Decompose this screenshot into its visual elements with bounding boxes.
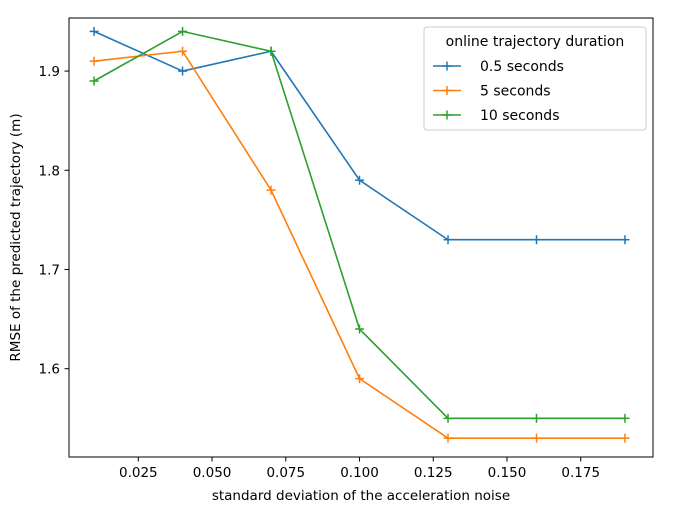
x-tick-label: 0.125 <box>414 465 453 481</box>
data-point-10-seconds <box>531 413 541 423</box>
data-point-0-5-seconds <box>620 235 630 245</box>
data-point-10-seconds <box>620 413 630 423</box>
data-point-10-seconds <box>443 413 453 423</box>
x-tick-label: 0.025 <box>119 465 158 481</box>
y-axis-label: RMSE of the predicted trajectory (m) <box>8 113 24 361</box>
data-point-10-seconds <box>178 26 188 36</box>
x-tick-label: 0.175 <box>561 465 600 481</box>
axis-ticks: 0.025 0.050 0.075 0.100 0.125 0.150 0.175 1.6 1.… <box>39 64 601 481</box>
data-point-0-5-seconds <box>89 26 99 36</box>
x-axis-label: standard deviation of the acceleration n… <box>212 488 510 504</box>
legend: online trajectory duration 0.5 seconds 5 … <box>423 26 647 131</box>
data-point-0-5-seconds <box>355 175 365 185</box>
legend-box <box>423 26 647 131</box>
y-tick-label: 1.9 <box>39 64 60 80</box>
data-point-0-5-seconds <box>178 66 188 76</box>
x-tick-label: 0.075 <box>266 465 305 481</box>
legend-entry-10-seconds: 10 seconds <box>433 108 560 124</box>
data-point-5-seconds <box>266 185 276 195</box>
y-tick-label: 1.7 <box>39 262 60 278</box>
data-point-5-seconds <box>620 433 630 443</box>
x-tick-label: 0.050 <box>193 465 232 481</box>
x-tick-label: 0.150 <box>488 465 527 481</box>
legend-title: online trajectory duration <box>446 34 625 50</box>
legend-entry-5-seconds: 5 seconds <box>433 84 551 100</box>
data-point-5-seconds <box>355 374 365 384</box>
data-point-0-5-seconds <box>531 235 541 245</box>
plot-frame <box>68 17 654 458</box>
legend-label: 0.5 seconds <box>480 59 564 75</box>
data-point-5-seconds <box>89 56 99 66</box>
legend-label: 10 seconds <box>480 108 560 124</box>
y-tick-label: 1.8 <box>39 163 60 179</box>
y-tick-label: 1.6 <box>39 362 60 378</box>
data-point-5-seconds <box>178 46 188 56</box>
data-point-10-seconds <box>266 46 276 56</box>
legend-entry-0-5-seconds: 0.5 seconds <box>433 59 564 75</box>
data-point-10-seconds <box>355 324 365 334</box>
legend-entries: 0.5 seconds 5 seconds 10 seconds <box>433 59 564 124</box>
data-point-0-5-seconds <box>443 235 453 245</box>
legend-label: 5 seconds <box>480 84 551 100</box>
series-layer <box>89 26 630 443</box>
data-point-5-seconds <box>531 433 541 443</box>
x-tick-label: 0.100 <box>340 465 379 481</box>
data-point-10-seconds <box>89 76 99 86</box>
data-point-5-seconds <box>443 433 453 443</box>
